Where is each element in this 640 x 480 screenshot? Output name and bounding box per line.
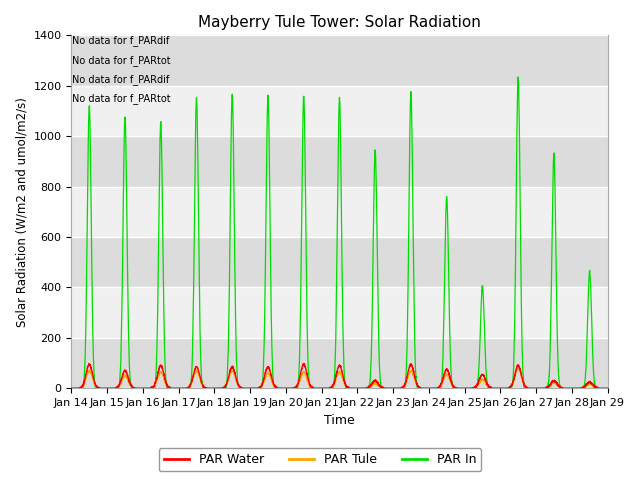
X-axis label: Time: Time — [324, 414, 355, 427]
Bar — [72, 86, 607, 136]
Bar — [72, 187, 607, 237]
Text: No data for f_PARdif: No data for f_PARdif — [72, 74, 169, 85]
Title: Mayberry Tule Tower: Solar Radiation: Mayberry Tule Tower: Solar Radiation — [198, 15, 481, 30]
Text: No data for f_PARtot: No data for f_PARtot — [72, 94, 171, 105]
Bar — [72, 338, 607, 388]
Bar — [72, 36, 607, 86]
Y-axis label: Solar Radiation (W/m2 and umol/m2/s): Solar Radiation (W/m2 and umol/m2/s) — [15, 97, 28, 327]
Bar — [72, 288, 607, 338]
Text: No data for f_PARdif: No data for f_PARdif — [72, 36, 169, 46]
Bar — [72, 237, 607, 288]
Legend: PAR Water, PAR Tule, PAR In: PAR Water, PAR Tule, PAR In — [159, 448, 481, 471]
Text: No data for f_PARtot: No data for f_PARtot — [72, 55, 171, 66]
Bar — [72, 136, 607, 187]
